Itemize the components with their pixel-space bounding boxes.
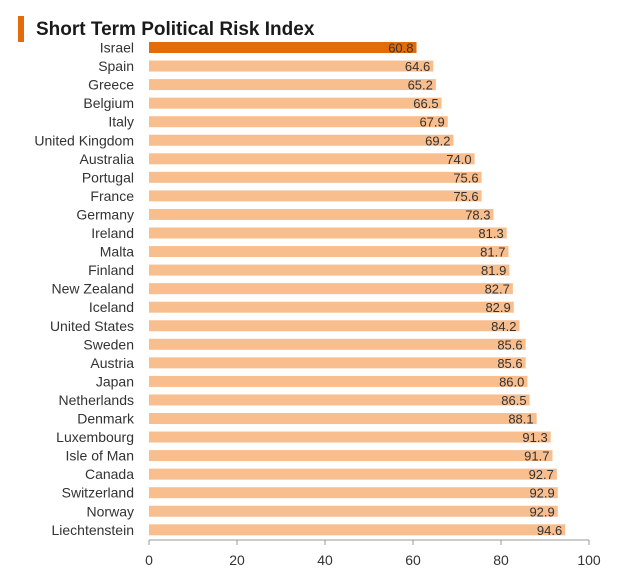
bar-france (149, 190, 482, 202)
title-accent-bar (18, 16, 24, 42)
x-axis-ticks: 0 20 40 60 80 100 (145, 540, 601, 568)
category-label: Switzerland (62, 485, 134, 501)
bar-austria (149, 357, 526, 369)
category-label: Iceland (89, 299, 134, 315)
value-label: 85.6 (497, 337, 522, 352)
bar-united-states (149, 320, 520, 332)
value-label: 85.6 (497, 356, 522, 371)
category-label: Japan (96, 373, 134, 389)
category-label: United Kingdom (34, 132, 134, 148)
bar-israel (149, 42, 417, 53)
category-label: United States (50, 318, 134, 334)
value-label: 91.3 (522, 430, 547, 445)
category-label: Ireland (91, 225, 134, 241)
bar-australia (149, 153, 475, 165)
bar-netherlands (149, 394, 530, 406)
bar-portugal (149, 171, 482, 183)
bar-germany (149, 208, 494, 220)
bar-sweden (149, 338, 526, 350)
value-label: 91.7 (524, 449, 549, 464)
x-tick-label: 80 (493, 552, 509, 568)
bar-united-kingdom (149, 134, 454, 146)
category-label: Germany (76, 206, 134, 222)
category-label: Australia (80, 151, 135, 167)
value-label: 81.9 (481, 263, 506, 278)
x-tick-label: 100 (577, 552, 601, 568)
value-label: 66.5 (413, 96, 438, 111)
bar-norway (149, 505, 558, 517)
value-label: 81.7 (480, 245, 505, 260)
bar-switzerland (149, 487, 558, 499)
value-label: 92.9 (529, 486, 554, 501)
value-label: 60.8 (388, 41, 413, 56)
category-label: Finland (88, 262, 134, 278)
chart-title: Short Term Political Risk Index (36, 19, 315, 40)
value-label: 86.5 (501, 393, 526, 408)
category-label: Canada (85, 466, 134, 482)
value-label: 92.7 (529, 467, 554, 482)
value-label: 75.6 (453, 170, 478, 185)
bar-iceland (149, 301, 514, 313)
category-label: Spain (98, 58, 134, 74)
bar-japan (149, 375, 528, 387)
bar-isle-of-man (149, 450, 553, 462)
category-label: Israel (100, 40, 134, 56)
category-label: Austria (90, 355, 134, 371)
x-tick-label: 20 (229, 552, 245, 568)
value-label: 78.3 (465, 207, 490, 222)
bar-liechtenstein (149, 524, 566, 536)
value-label: 67.9 (419, 115, 444, 130)
category-label: Greece (88, 77, 134, 93)
bar-denmark (149, 413, 537, 424)
value-label: 74.0 (446, 152, 471, 167)
category-label: New Zealand (52, 281, 135, 297)
bar-canada (149, 468, 557, 480)
category-label: Denmark (77, 411, 135, 427)
category-labels: Israel Spain Greece Belgium Italy United King… (34, 40, 135, 538)
category-label: Sweden (83, 336, 134, 352)
bar-finland (149, 264, 510, 276)
value-label: 94.6 (537, 523, 562, 538)
bar-luxembourg (149, 431, 551, 443)
bars (149, 42, 566, 536)
category-label: Liechtenstein (51, 522, 134, 538)
bar-belgium (149, 97, 442, 109)
category-label: Norway (87, 503, 134, 519)
value-label: 82.9 (485, 300, 510, 315)
value-label: 88.1 (508, 412, 533, 427)
category-label: Italy (108, 114, 134, 130)
category-label: Luxembourg (56, 429, 134, 445)
bar-italy (149, 116, 448, 128)
category-label: Isle of Man (66, 448, 134, 464)
category-label: Netherlands (59, 392, 135, 408)
bar-malta (149, 246, 509, 258)
value-label: 82.7 (485, 282, 510, 297)
value-labels: 60.8 64.6 65.2 66.5 67.9 69.2 74.0 75.6 75.6 78.3… (388, 41, 562, 538)
category-label: France (90, 188, 134, 204)
value-label: 69.2 (425, 133, 450, 148)
bar-ireland (149, 227, 507, 239)
value-label: 86.0 (499, 374, 524, 389)
value-label: 64.6 (405, 59, 430, 74)
category-label: Portugal (82, 169, 134, 185)
value-label: 65.2 (408, 78, 433, 93)
value-label: 75.6 (453, 189, 478, 204)
category-label: Malta (100, 244, 134, 260)
x-tick-label: 40 (317, 552, 333, 568)
bar-greece (149, 79, 436, 91)
category-label: Belgium (83, 95, 134, 111)
value-label: 92.9 (529, 504, 554, 519)
x-tick-label: 0 (145, 552, 153, 568)
bar-spain (149, 60, 434, 72)
value-label: 84.2 (491, 319, 516, 334)
value-label: 81.3 (478, 226, 503, 241)
bar-new-zealand (149, 283, 513, 295)
x-tick-label: 60 (405, 552, 421, 568)
